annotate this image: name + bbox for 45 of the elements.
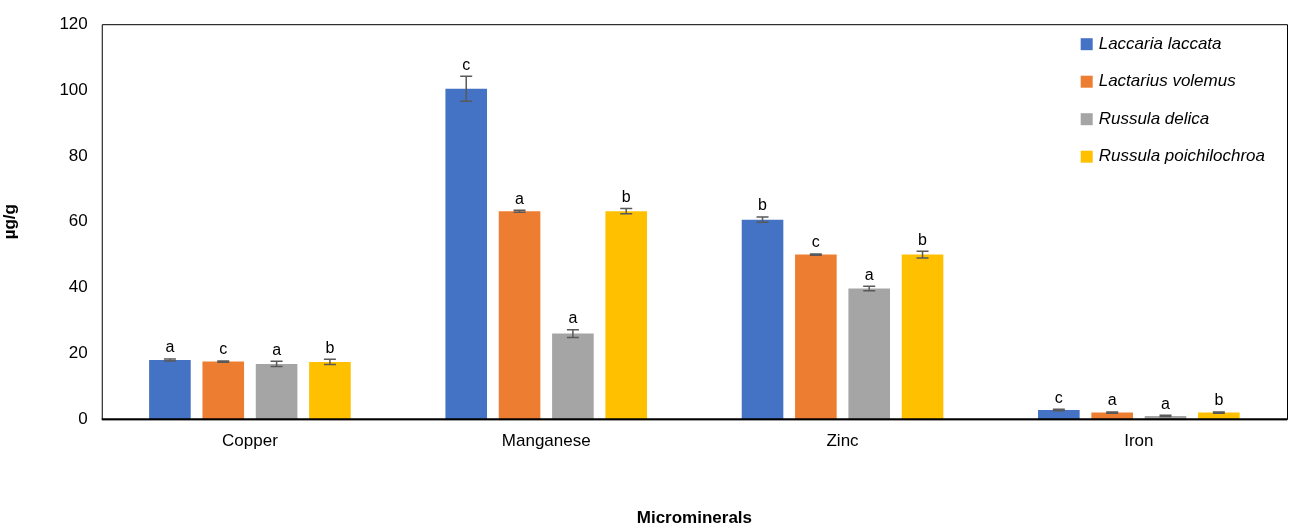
bar xyxy=(445,88,488,420)
y-tick-label: 80 xyxy=(68,145,88,165)
x-tick-label: Zinc xyxy=(826,431,860,451)
data-label: b xyxy=(621,187,631,205)
data-label: c xyxy=(811,233,820,251)
data-label: a xyxy=(1161,394,1171,412)
legend-label: Russula delica xyxy=(1098,108,1210,128)
data-label: b xyxy=(918,230,928,248)
x-tick-label: Iron xyxy=(1124,431,1154,451)
bar xyxy=(498,211,541,420)
data-label: a xyxy=(1107,391,1117,409)
y-tick-label: 40 xyxy=(68,277,88,297)
legend-label: Russula poichilochroa xyxy=(1098,146,1266,166)
data-label: b xyxy=(325,338,335,356)
x-tick-label: Copper xyxy=(222,431,279,451)
data-label: a xyxy=(515,189,525,207)
data-label: c xyxy=(219,340,228,358)
data-label: b xyxy=(758,196,768,214)
y-tick-label: 120 xyxy=(59,13,88,33)
bar xyxy=(901,254,944,420)
y-tick-label: 20 xyxy=(68,343,88,363)
bar xyxy=(795,254,837,420)
data-label: a xyxy=(864,265,874,283)
bar xyxy=(741,219,784,420)
bar xyxy=(552,333,594,420)
y-tick-label: 100 xyxy=(59,79,88,99)
data-label: a xyxy=(568,309,578,327)
data-label: a xyxy=(272,340,282,358)
legend-label: Laccaria laccata xyxy=(1098,33,1222,53)
y-tick-label: 60 xyxy=(68,211,88,231)
bar xyxy=(255,363,298,420)
x-tick-label: Manganese xyxy=(501,431,591,451)
legend-label: Lactarius volemus xyxy=(1098,71,1237,91)
data-label: c xyxy=(1054,388,1063,406)
bar xyxy=(202,361,245,420)
data-label: c xyxy=(462,55,471,73)
bar xyxy=(149,359,191,420)
bar xyxy=(848,288,891,420)
bar xyxy=(605,211,648,420)
y-tick-label: 0 xyxy=(78,408,88,428)
y-axis-title: µg/g xyxy=(0,204,19,240)
bar xyxy=(309,361,351,420)
x-axis-title: Microminerals xyxy=(636,508,753,528)
data-label: b xyxy=(1214,391,1224,409)
data-label: a xyxy=(165,338,175,356)
